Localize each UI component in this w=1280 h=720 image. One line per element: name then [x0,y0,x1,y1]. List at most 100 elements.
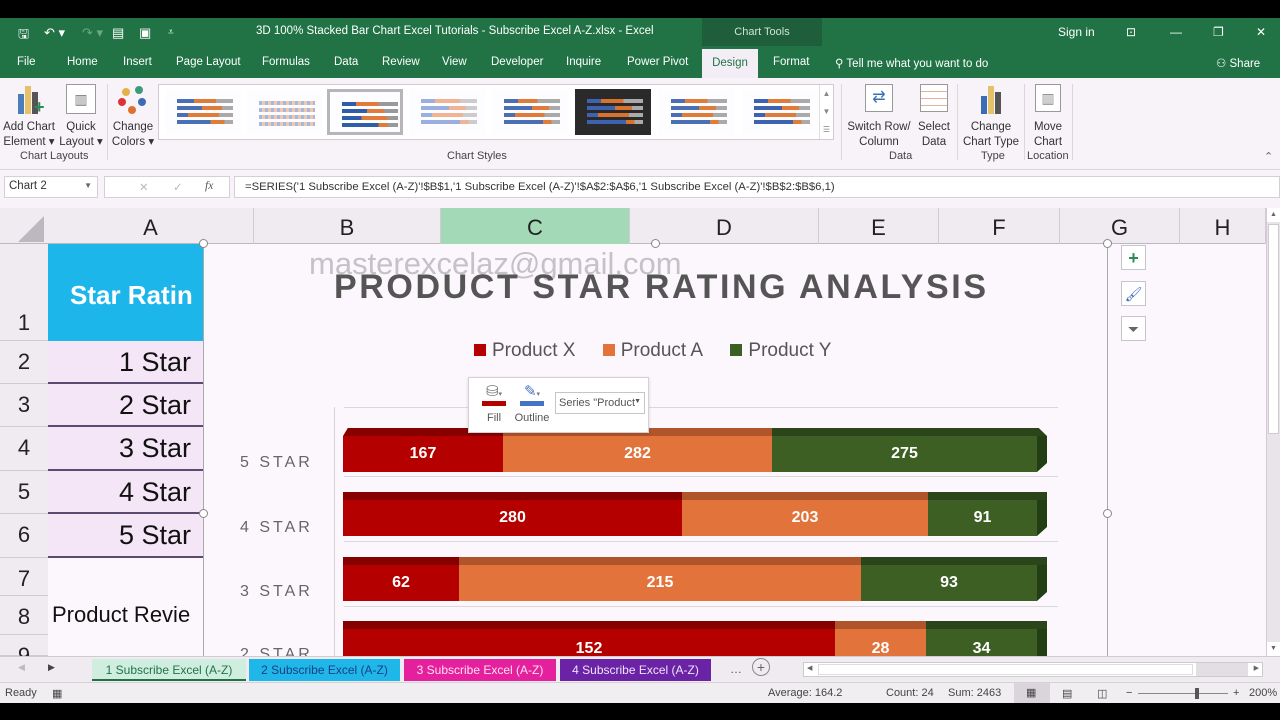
chart-legend[interactable]: Product X Product A Product Y [474,340,853,362]
sheet-tab-3[interactable]: 3 Subscribe Excel (A-Z) [404,659,556,681]
tab-power-pivot[interactable]: Power Pivot [627,56,689,68]
restore-icon[interactable]: ❐ [1213,25,1224,39]
chart-style-8[interactable] [742,89,818,135]
insert-function-icon[interactable]: fx [205,180,214,192]
undo-icon[interactable]: ↶ ▾ [44,25,66,40]
bar-segment-product-x[interactable]: 280 [343,500,682,536]
resize-handle-top-left[interactable] [199,239,208,248]
macro-recording-icon[interactable]: ▦ [52,688,63,700]
cell-a1[interactable]: Star Ratin [48,244,203,341]
chart-styles-button[interactable]: 🖌 [1121,281,1146,306]
cancel-icon[interactable]: ✕ [139,182,149,194]
legend-item-product-a[interactable]: Product A [602,340,703,362]
tab-developer[interactable]: Developer [491,56,544,68]
resize-handle-left[interactable] [199,509,208,518]
fill-button[interactable]: ⛁▾ Fill [479,382,509,424]
bar-segment-product-a[interactable]: 282 [503,436,772,472]
change-colors-button[interactable]: Change Colors ▾ [110,84,156,150]
chart-style-1[interactable] [165,89,241,135]
tab-view[interactable]: View [442,56,467,68]
scroll-down-icon[interactable]: ▼ [1267,642,1280,656]
row-header-9[interactable]: 9 [0,635,48,668]
scroll-up-icon[interactable]: ▲ [1267,208,1280,222]
zoom-level[interactable]: 200% [1249,687,1278,699]
chevron-down-icon[interactable]: ▼ [84,181,92,190]
add-chart-element-button[interactable]: + Add Chart Element ▾ [2,84,56,150]
minimize-icon[interactable]: — [1170,25,1182,39]
enter-icon[interactable]: ✓ [173,182,183,194]
column-header-b[interactable]: B [254,208,441,244]
series-select-dropdown[interactable]: Series "Product ▼ [555,392,645,414]
chart-style-5[interactable] [492,89,568,135]
scroll-down-icon[interactable]: ▼ [822,107,831,116]
tab-review[interactable]: Review [382,56,420,68]
page-layout-view-icon[interactable]: ▤ [1062,688,1073,700]
ribbon-display-options-icon[interactable]: ⊡ [1126,25,1137,39]
chart-title[interactable]: PRODUCT STAR RATING ANALYSIS [334,268,989,306]
outline-button[interactable]: ✎▾ Outline [514,383,550,424]
formula-input[interactable]: =SERIES('1 Subscribe Excel (A-Z)'!$B$1,'… [234,176,1280,198]
sheet-tab-2[interactable]: 2 Subscribe Excel (A-Z) [249,659,400,681]
scroll-up-icon[interactable]: ▲ [822,89,831,98]
tab-home[interactable]: Home [67,56,98,68]
chart-style-2[interactable] [247,89,323,135]
page-break-view-icon[interactable]: ◫ [1097,688,1108,700]
column-header-a[interactable]: A [48,208,254,244]
resize-handle-right[interactable] [1103,509,1112,518]
bar-segment-product-y[interactable]: 91 [928,500,1037,536]
chart-area[interactable]: masterexcelaz@gmail.com PRODUCT STAR RAT… [199,239,1112,656]
chart-filters-button[interactable]: ⏷ [1121,316,1146,341]
select-data-button[interactable]: Select Data [914,84,954,150]
row-header-6[interactable]: 6 [0,514,48,558]
h-scroll-thumb[interactable] [818,664,1193,675]
more-sheets-icon[interactable]: … [730,662,742,676]
zoom-slider-thumb[interactable] [1195,688,1199,699]
tab-format[interactable]: Format [773,56,810,68]
cell-a6[interactable]: 5 Star [48,514,203,558]
customize-qat-icon[interactable]: ⩡ [168,27,174,38]
column-header-e[interactable]: E [819,208,939,244]
tab-design[interactable]: Design [702,49,758,78]
sheet-tab-4[interactable]: 4 Subscribe Excel (A-Z) [560,659,711,681]
sign-in-link[interactable]: Sign in [1058,25,1095,39]
column-header-f[interactable]: F [939,208,1060,244]
row-header-7[interactable]: 7 [0,558,48,596]
bar-segment-product-a[interactable]: 28 [835,629,926,656]
tell-me-search[interactable]: ⚲ Tell me what you want to do [835,58,989,70]
tab-page-layout[interactable]: Page Layout [176,56,241,68]
column-header-c[interactable]: C [441,208,630,244]
tab-insert[interactable]: Insert [123,56,152,68]
print-preview-icon[interactable]: ▣ [139,25,152,40]
horizontal-scrollbar[interactable]: ◀ ▶ [803,662,1263,677]
next-sheet-icon[interactable]: ▶ [48,662,55,672]
select-all-corner[interactable] [0,208,48,244]
column-header-g[interactable]: G [1060,208,1180,244]
tab-inquire[interactable]: Inquire [566,56,602,68]
share-button[interactable]: ⚇ Share [1216,58,1261,70]
switch-row-column-button[interactable]: ⇄ Switch Row/ Column [846,84,912,150]
row-header-4[interactable]: 4 [0,427,48,471]
cell-a5[interactable]: 4 Star [48,471,203,514]
gallery-scroll[interactable]: ▲ ▼ ☰ [819,85,833,139]
chart-style-7[interactable] [659,89,735,135]
bar-segment-product-x[interactable]: 152 [343,629,835,656]
row-header-3[interactable]: 3 [0,384,48,427]
chart-elements-button[interactable]: + [1121,245,1146,270]
bar-segment-product-y[interactable]: 34 [926,629,1037,656]
sheet-tab-1[interactable]: 1 Subscribe Excel (A-Z) [92,659,246,681]
scroll-left-icon[interactable]: ◀ [807,665,813,672]
chart-style-6[interactable] [575,89,651,135]
row-header-5[interactable]: 5 [0,471,48,514]
vertical-scrollbar[interactable]: ▲ ▼ [1266,208,1280,656]
new-sheet-button[interactable]: + [752,658,770,676]
bar-segment-product-x[interactable]: 167 [343,436,503,472]
name-box[interactable]: Chart 2 ▼ [4,176,98,198]
column-header-h[interactable]: H [1180,208,1266,244]
chart-style-4[interactable] [409,89,485,135]
cell-a3[interactable]: 2 Star [48,384,203,427]
form-icon[interactable]: ▤ [112,25,125,40]
quick-layout-button[interactable]: ▥ Quick Layout ▾ [58,84,104,150]
zoom-out-icon[interactable]: − [1126,687,1133,699]
chart-style-3-selected[interactable] [327,89,403,135]
zoom-slider[interactable] [1138,688,1228,699]
